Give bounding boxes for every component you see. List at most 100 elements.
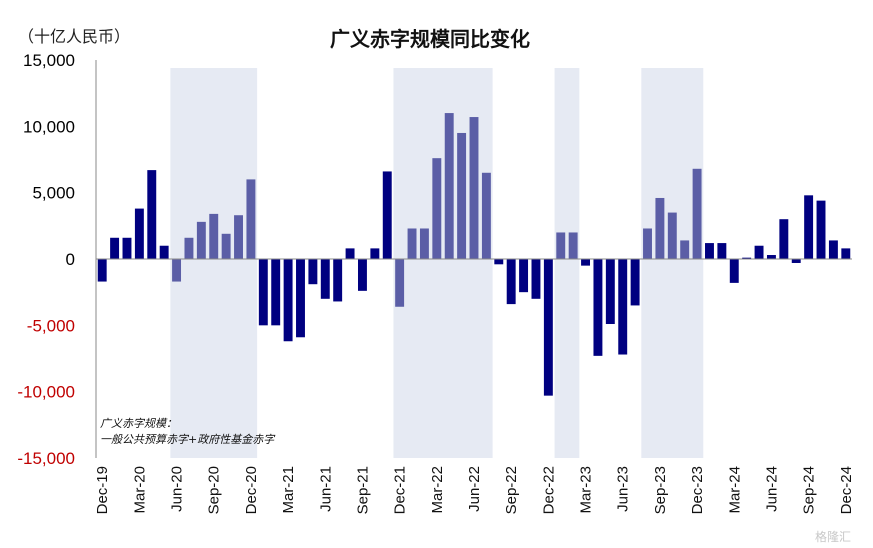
unit-label: （十亿人民币） [18, 27, 130, 46]
bar-19 [333, 259, 343, 302]
y-tick-label: -15,000 [17, 449, 75, 468]
y-tick-label: 5,000 [32, 184, 75, 203]
bar-24 [395, 259, 405, 307]
x-tick-label: Jun-24 [763, 466, 780, 512]
bar-0 [97, 259, 107, 282]
x-tick-label: Jun-20 [169, 466, 186, 512]
bar-3 [134, 208, 144, 259]
bar-26 [419, 228, 429, 259]
shaded-band-4 [641, 68, 704, 458]
bar-55 [779, 219, 789, 259]
bar-7 [184, 237, 194, 259]
bar-50 [717, 243, 727, 259]
x-tick-label: Dec-22 [540, 466, 557, 514]
chart-title: 广义赤字规模同比变化 [330, 27, 530, 51]
bar-4 [147, 170, 157, 259]
legend-note-detail: 一般公共预算赤字+政府性基金赤字 [100, 433, 276, 446]
bar-28 [444, 113, 454, 259]
bar-12 [246, 179, 256, 259]
bar-5 [159, 245, 169, 259]
bar-57 [804, 195, 814, 259]
bars [97, 113, 851, 396]
bar-33 [506, 259, 516, 305]
bar-49 [705, 243, 714, 259]
bar-59 [828, 240, 838, 259]
shaded-band-3 [554, 68, 580, 458]
x-tick-label: Dec-24 [838, 466, 855, 514]
bar-51 [729, 259, 739, 283]
bar-53 [754, 245, 764, 259]
bar-30 [469, 117, 479, 260]
shaded-band-1 [170, 68, 258, 458]
bar-27 [432, 158, 442, 259]
bar-45 [655, 197, 665, 259]
bar-9 [209, 213, 219, 259]
bar-56 [791, 259, 801, 263]
bar-40 [593, 259, 603, 356]
x-tick-label: Dec-21 [392, 466, 409, 514]
bar-23 [382, 171, 392, 259]
bar-42 [618, 259, 628, 355]
bar-43 [630, 259, 640, 306]
x-tick-label: Mar-20 [131, 466, 148, 514]
x-tick-label: Dec-20 [243, 466, 260, 514]
bar-10 [221, 233, 231, 259]
x-tick-label: Mar-21 [280, 466, 297, 514]
bar-31 [481, 172, 491, 259]
bar-16 [296, 259, 305, 338]
bar-22 [370, 248, 380, 259]
bar-2 [122, 237, 132, 259]
x-tick-label: Jun-22 [466, 466, 483, 512]
y-tick-label: 0 [66, 250, 75, 269]
bar-20 [345, 248, 355, 259]
bar-6 [172, 259, 182, 282]
bar-13 [258, 259, 268, 326]
bar-17 [308, 259, 318, 285]
x-tick-label: Dec-19 [94, 466, 111, 514]
bar-48 [692, 168, 702, 259]
bar-44 [643, 228, 652, 259]
bar-38 [568, 232, 578, 259]
x-tick-label: Sep-22 [503, 466, 520, 514]
x-tick-label: Mar-22 [429, 466, 446, 514]
y-tick-label: -5,000 [27, 316, 75, 335]
bar-46 [667, 212, 677, 259]
bar-39 [581, 259, 591, 266]
bar-47 [680, 240, 690, 259]
x-tick-label: Sep-23 [652, 466, 669, 514]
bar-41 [605, 259, 615, 325]
x-tick-label: Jun-21 [317, 466, 334, 512]
bar-34 [519, 259, 529, 293]
bar-32 [494, 259, 504, 265]
bar-36 [543, 259, 553, 396]
watermark: 格隆汇 [815, 529, 851, 544]
x-tick-label: Sep-24 [801, 466, 818, 514]
bar-1 [110, 237, 120, 259]
bar-60 [841, 248, 851, 259]
bar-14 [271, 259, 281, 326]
bar-11 [234, 215, 243, 259]
bar-29 [457, 132, 467, 259]
x-tick-label: Dec-23 [689, 466, 706, 514]
bar-54 [766, 255, 776, 259]
bar-37 [556, 232, 566, 259]
bar-58 [816, 200, 826, 259]
bar-18 [320, 259, 330, 299]
x-tick-label: Sep-21 [354, 466, 371, 514]
bar-8 [196, 221, 206, 259]
x-axis-ticks: Dec-19 Mar-20 Jun-20 Sep-20 Dec-20 Mar-21 Jun-… [94, 466, 855, 514]
x-tick-label: Sep-20 [206, 466, 223, 514]
y-tick-label: 15,000 [23, 51, 75, 70]
y-tick-label: -10,000 [17, 383, 75, 402]
legend-note-title: 广义赤字规模： [100, 417, 177, 430]
y-tick-label: 10,000 [23, 117, 75, 136]
bar-21 [357, 259, 367, 291]
y-axis-ticks: 15,000 10,000 5,000 0 -5,000 -10,000 -15,000 [17, 51, 75, 468]
bar-52 [742, 257, 752, 259]
x-tick-label: Mar-23 [578, 466, 595, 514]
x-tick-label: Mar-24 [726, 466, 743, 514]
bar-35 [531, 259, 541, 299]
bar-15 [283, 259, 293, 342]
x-tick-label: Jun-23 [615, 466, 632, 512]
